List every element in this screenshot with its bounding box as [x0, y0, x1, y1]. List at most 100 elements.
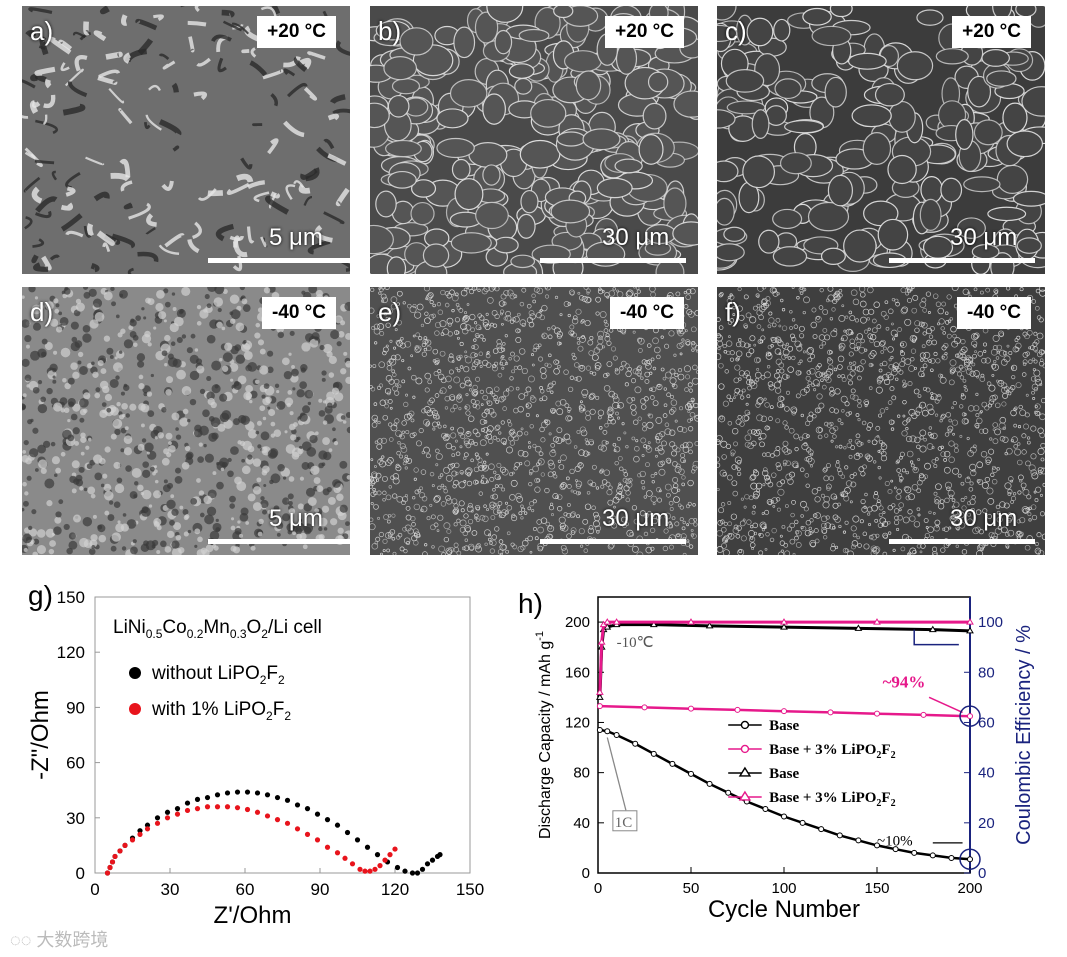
x-tick-label: 200 — [957, 880, 982, 897]
x-axis-label: Cycle Number — [708, 896, 860, 923]
data-point — [781, 708, 787, 715]
highlight-circle — [959, 848, 981, 870]
data-point — [254, 809, 261, 815]
data-point — [137, 828, 143, 834]
legend-label: Base — [769, 718, 799, 734]
data-point — [762, 806, 769, 813]
data-point — [354, 837, 361, 843]
y-tick-label: 90 — [66, 698, 85, 717]
sem-micrograph-image — [22, 287, 350, 555]
sem-panel: c) +20 °C 30 μm — [717, 6, 1045, 274]
legend-marker — [129, 703, 141, 715]
data-point — [419, 866, 426, 872]
data-point — [836, 832, 843, 839]
watermark-text: ◌◌ 大数跨境 — [10, 930, 109, 950]
sem-panel-letter: c) — [725, 16, 747, 46]
sem-panel-letter: b) — [378, 16, 402, 46]
data-point — [437, 852, 443, 858]
data-point — [725, 789, 732, 796]
scale-bar — [208, 258, 350, 263]
arrow-icon — [606, 737, 627, 811]
data-point — [324, 844, 331, 850]
legend-label: Base + 3% LiPO2F2 — [769, 742, 895, 761]
data-point — [967, 856, 973, 863]
scale-bar — [889, 258, 1035, 263]
nyquist-chart: 0 30 60 90 120 150 0 30 60 90 120 150 Z'/Ohm -Z"/Ohm L… — [27, 588, 484, 925]
arrow-icon — [928, 696, 963, 714]
data-point — [688, 770, 694, 777]
y-tick-label: 80 — [573, 765, 590, 782]
sem-panel: e) -40 °C 30 μm — [370, 287, 698, 555]
highlight-circle — [959, 705, 981, 727]
data-point — [387, 852, 393, 858]
data-point — [374, 852, 381, 858]
data-point — [874, 710, 880, 717]
sem-micrograph-image — [370, 287, 698, 555]
data-point — [344, 829, 351, 836]
y-tick-label: 160 — [565, 664, 590, 681]
data-point — [892, 846, 899, 853]
x-tick-label: 90 — [311, 880, 330, 899]
data-point — [966, 626, 974, 634]
sem-panel: f) -40 °C 30 μm — [717, 287, 1045, 555]
y2-tick-label: 60 — [978, 714, 995, 731]
data-point — [284, 820, 291, 826]
data-point — [706, 780, 713, 787]
data-point — [394, 864, 401, 871]
legend-marker — [129, 667, 141, 679]
data-point — [174, 811, 181, 817]
data-point — [855, 837, 862, 844]
x-tick-label: 120 — [381, 880, 409, 899]
x-tick-label: 60 — [236, 880, 255, 899]
retention-annotation-base: ~10% — [877, 833, 913, 849]
data-point — [304, 831, 311, 837]
sem-panel-letter: a) — [30, 16, 54, 46]
data-point — [342, 855, 348, 861]
y-tick-label: 40 — [573, 815, 590, 832]
scale-bar — [208, 539, 350, 544]
data-point — [314, 837, 321, 843]
data-point — [117, 848, 123, 854]
data-point — [967, 713, 973, 720]
y2-axis-label: Coulombic Efficiency / % — [1013, 625, 1035, 845]
data-point — [194, 796, 201, 802]
data-point — [164, 809, 171, 815]
data-point — [424, 861, 431, 867]
data-point — [414, 870, 421, 876]
data-point — [174, 806, 181, 812]
data-point — [184, 800, 191, 806]
data-point — [104, 870, 111, 876]
y-axis-label: -Z"/Ohm — [27, 690, 54, 780]
y-tick-label: 0 — [582, 865, 590, 882]
scale-bar-label: 30 μm — [950, 505, 1018, 532]
data-point — [688, 705, 694, 712]
data-point — [204, 804, 211, 810]
x-tick-label: 0 — [594, 880, 602, 897]
data-point — [137, 831, 143, 837]
scale-bar-label: 5 μm — [269, 224, 323, 251]
data-point — [873, 618, 881, 625]
y2-tick-label: 20 — [978, 815, 995, 832]
scale-bar — [889, 539, 1035, 544]
data-point — [669, 760, 676, 767]
data-point — [596, 726, 603, 733]
data-point — [194, 806, 201, 812]
data-point — [264, 792, 271, 798]
data-point — [294, 802, 301, 808]
data-point — [274, 817, 281, 823]
data-point — [122, 842, 128, 848]
plot-frame — [94, 596, 471, 874]
data-point — [799, 819, 806, 826]
data-point — [596, 703, 603, 710]
data-point — [164, 815, 171, 821]
temperature-label: +20 °C — [257, 16, 336, 48]
data-point — [234, 805, 241, 811]
y-tick-label: 60 — [66, 754, 85, 773]
data-point — [920, 711, 927, 718]
data-point — [781, 813, 787, 820]
y2-tick-label: 0 — [978, 865, 986, 882]
data-point — [144, 822, 151, 828]
data-point — [254, 790, 261, 796]
data-point — [603, 618, 612, 625]
scale-bar-label: 30 μm — [950, 224, 1018, 251]
